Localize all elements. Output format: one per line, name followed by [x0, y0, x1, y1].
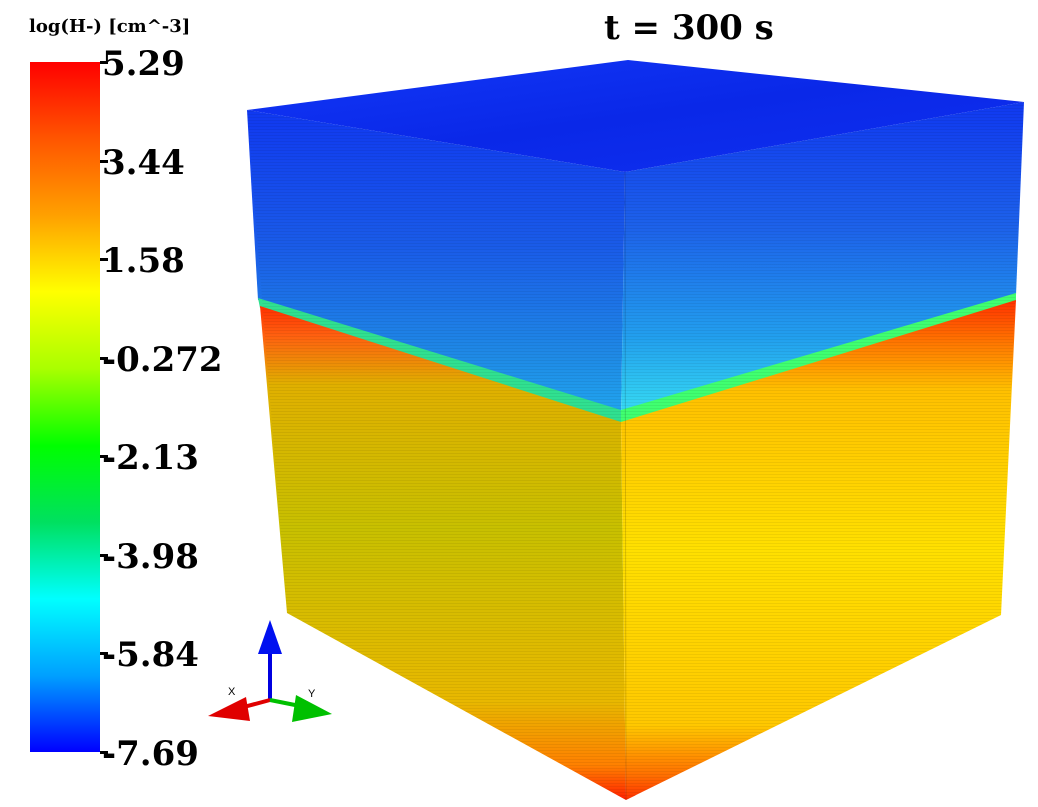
colorbar-tick-mark [100, 356, 108, 360]
colorbar-tick-label: -7.69 [102, 734, 199, 774]
time-label: t = 300 s [604, 8, 774, 48]
colorbar-tick-label: 3.44 [102, 142, 185, 183]
cube-top-face [247, 60, 1024, 172]
colorbar-tick-mark [100, 553, 108, 557]
colorbar-tick-mark [100, 751, 108, 754]
colorbar-tick-mark [100, 258, 108, 262]
z-axis-arrow-icon [258, 620, 282, 654]
colorbar-tick-mark [100, 61, 108, 64]
colorbar-tick-mark [100, 652, 108, 656]
colorbar-tick-label: -2.13 [102, 438, 199, 479]
colorbar-tick-mark [100, 455, 108, 459]
colorbar-title: log(H-) [cm^-3] [29, 16, 191, 37]
x-axis-arrow-icon [208, 697, 250, 721]
colorbar-gradient [30, 62, 100, 752]
colorbar-tick-label: 5.29 [102, 44, 185, 84]
cube-front-edge [624, 171, 627, 801]
colorbar-tick-label: -3.98 [102, 536, 199, 577]
colorbar-tick-label: 1.58 [102, 241, 185, 282]
x-axis-label: X [228, 686, 236, 698]
y-axis-arrow-icon [292, 695, 332, 722]
colorbar-tick-mark [100, 159, 108, 163]
y-axis-label: Y [308, 688, 316, 700]
colorbar-tick-label: -5.84 [102, 635, 199, 676]
colorbar-tick-label: -0.272 [102, 339, 223, 380]
